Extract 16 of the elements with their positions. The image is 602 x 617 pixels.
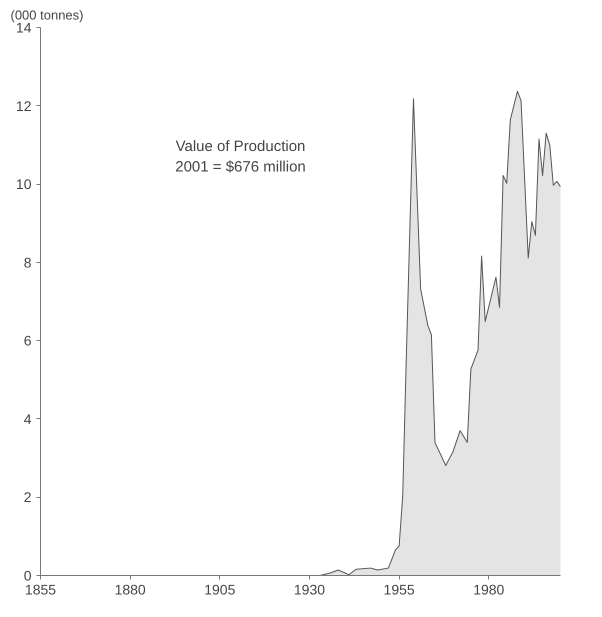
x-tick-label: 1880 [114,582,146,598]
y-tick-label: 12 [16,98,32,114]
x-tick-label: 1980 [473,582,505,598]
annotation: Value of Production 2001 = $676 million [175,138,306,176]
x-tick-label: 1955 [384,582,415,598]
y-tick-label: 4 [24,410,32,427]
y-tick-label: 14 [16,20,32,36]
y-tick-label: 0 [24,568,32,584]
y-tick-label: 10 [16,176,32,192]
y-tick-label: 6 [24,332,32,349]
x-tick-label: 1905 [204,582,236,598]
x-tick-label: 1855 [24,582,56,598]
y-axis-title: (000 tonnes) [10,8,84,22]
x-tick-label: 1930 [294,582,326,598]
y-tick-label: 8 [24,254,32,270]
y-tick-label: 2 [24,489,32,506]
